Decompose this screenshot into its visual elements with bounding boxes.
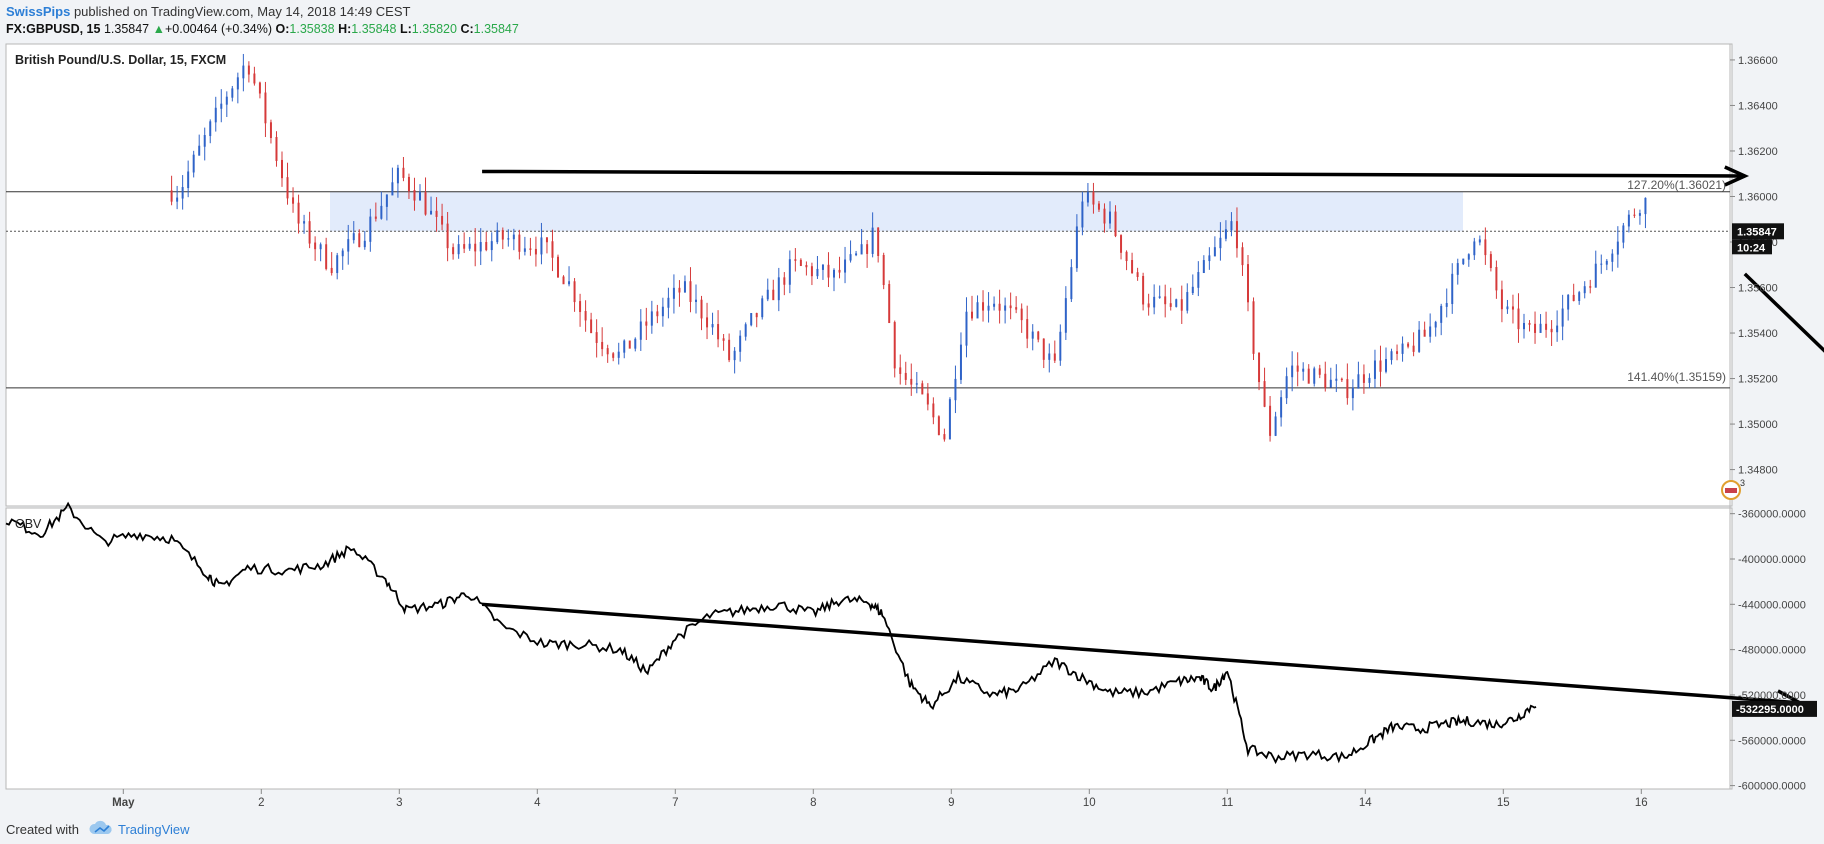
time-axis-label: 14 [1359,797,1372,809]
time-axis-label: 2 [258,797,264,809]
price-axis-label: 1.36400 [1738,100,1778,112]
low-value: 1.35820 [411,22,457,36]
projection-line [1743,272,1824,353]
obv-axis-label: -560000.0000 [1738,735,1806,747]
time-axis-label: 11 [1221,797,1233,809]
obv-layer [5,501,1537,765]
price-axis-label: 1.34800 [1738,465,1778,477]
event-count-label: 3 [1740,478,1745,488]
obv-last-badge-text: -532295.0000 [1736,704,1804,716]
author-link[interactable]: SwissPips [6,4,71,19]
price-axis-label: 1.35200 [1738,374,1778,386]
price-axis-label: 1.35600 [1738,283,1778,295]
price-axis-label: 1.36000 [1738,191,1778,203]
low-label: L: [399,22,412,36]
resistance-zone-layer [330,191,1463,232]
obv-pane[interactable] [5,507,1733,790]
publish-line: SwissPips published on TradingView.com, … [6,4,410,19]
fib-label-141: 141.40%(1.35159) [1627,370,1726,384]
chart-header: SwissPips published on TradingView.com, … [0,0,1824,40]
price-pane[interactable] [5,43,1733,507]
obv-axis-label: -400000.0000 [1738,554,1806,566]
time-axis-label: 7 [672,797,678,809]
price-trend-line [482,169,1745,178]
open-value: 1.35838 [289,22,335,36]
last-price-badge [1732,223,1784,240]
time-axis-label: 4 [534,797,541,809]
obv-axis-label: -600000.0000 [1738,781,1806,793]
price-trend-arrowhead [1724,165,1750,187]
time-axis-label: 8 [810,797,816,809]
resistance-zone [330,191,1463,232]
chart-footer: Created with TradingView [0,814,1824,844]
open-label: O: [275,22,290,36]
time-axis-label: 10 [1083,797,1096,809]
candles-layer [170,53,1647,442]
obv-axis-label: -440000.0000 [1738,599,1806,611]
events-layer: 3953454 [1721,478,1745,500]
obv-axis-label: -360000.0000 [1738,509,1806,521]
tradingview-cloud-icon [88,820,114,841]
last-price-badge-text: 1.35847 [1737,226,1777,238]
obv-axis-label: -520000.0000 [1738,690,1806,702]
close-value: 1.35847 [473,22,519,36]
countdown-badge [1732,239,1772,255]
last-price: 1.35847 [103,22,150,36]
obv-trend-line [481,602,1801,705]
time-axis-label: May [112,797,135,809]
up-arrow-icon: ▲ [152,22,165,36]
time-axis-label: 15 [1497,797,1510,809]
obv-pane-title: OBV [15,517,42,531]
price-change: +0.00464 (+0.34%) [165,22,273,36]
price-axis-label: 1.35400 [1738,328,1778,340]
price-pane-title: British Pound/U.S. Dollar, 15, FXCM [15,53,226,67]
ohlc-line: FX:GBPUSD, 15 1.35847 ▲+0.00464 (+0.34%)… [6,22,519,36]
fib-label-127: 127.20%(1.36021) [1627,178,1726,192]
price-axis-label: 1.36600 [1738,55,1778,67]
obv-line [5,501,1537,765]
axes-layer: 1.366001.364001.362001.360001.358001.356… [112,55,1817,809]
event-flag-stripe [1725,488,1737,493]
symbol-label: FX:GBPUSD, 15 [6,22,101,36]
time-axis-label: 9 [948,797,954,809]
price-axis-label: 1.35000 [1738,419,1778,431]
close-label: C: [460,22,474,36]
tradingview-link[interactable]: TradingView [118,822,190,837]
price-axis-label: 1.36200 [1738,146,1778,158]
created-with-label: Created with [6,822,79,837]
time-axis-label: 3 [396,797,402,809]
time-axis-label: 16 [1635,797,1648,809]
obv-axis-label: -480000.0000 [1738,645,1806,657]
publish-info: published on TradingView.com, May 14, 20… [73,4,411,19]
high-value: 1.35848 [351,22,397,36]
obv-last-badge [1732,700,1817,717]
countdown-badge-text: 10:24 [1737,242,1766,254]
high-label: H: [338,22,352,36]
